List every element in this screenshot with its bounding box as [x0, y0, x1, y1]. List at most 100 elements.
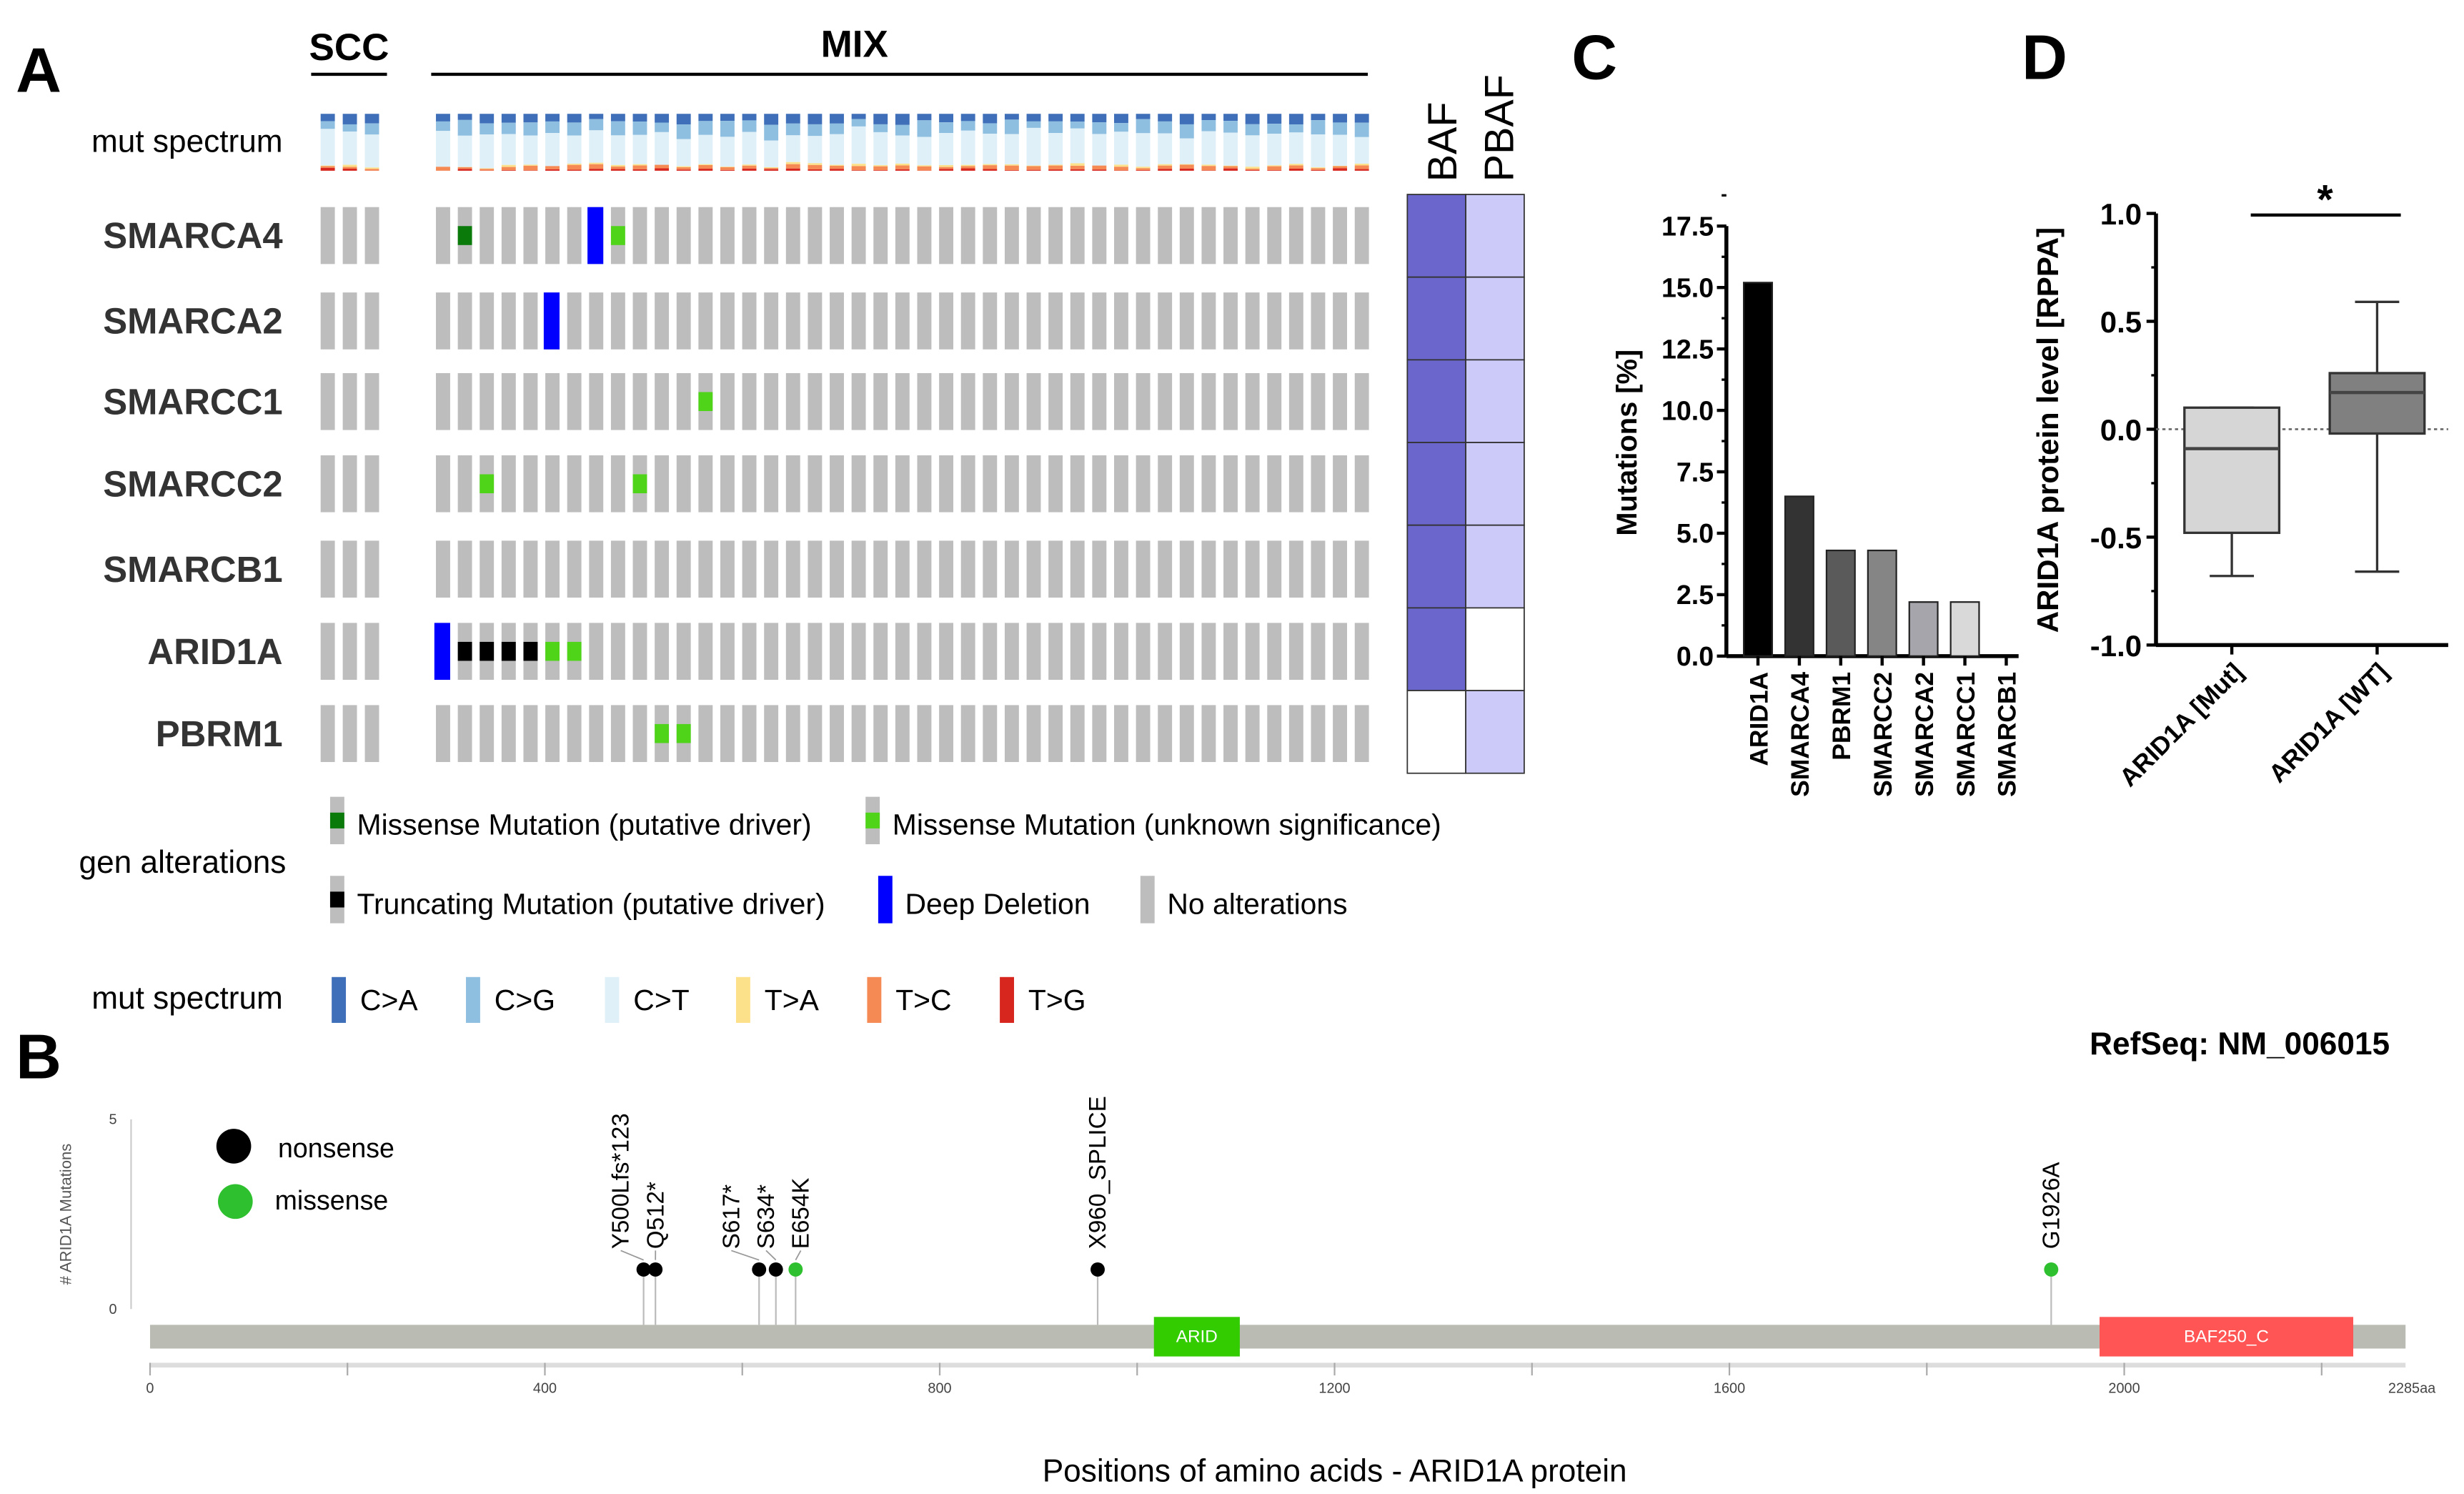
spectrum-segment [1179, 124, 1194, 139]
spectrum-segment [1201, 131, 1216, 165]
mut-spectrum-row-label: mut spectrum [91, 124, 283, 159]
spectrum-segment [742, 132, 757, 165]
sample-cell [1267, 705, 1282, 763]
sample-cell [676, 292, 691, 350]
spectrum-segment [983, 134, 998, 164]
spectrum-segment [917, 137, 932, 166]
truncating-mark [523, 641, 538, 661]
spectrum-segment [523, 135, 538, 165]
sample-cell [1136, 292, 1151, 350]
sample-cell [1179, 207, 1194, 264]
sample-cell [1004, 623, 1019, 681]
sample-cell [808, 455, 823, 513]
spectrum-segment [610, 114, 625, 122]
spectrum-segment [342, 124, 357, 132]
bar [1743, 282, 1774, 657]
sample-cell [364, 455, 379, 513]
sample-cell [808, 705, 823, 763]
truncating-mark [480, 641, 495, 661]
spectrum-segment [895, 124, 910, 136]
sample-cell [1048, 705, 1063, 763]
spectrum-segment [764, 140, 779, 167]
sample-cell [1354, 705, 1369, 763]
sample-cell [1179, 705, 1194, 763]
legend-swatch-mark [329, 891, 344, 908]
sample-cell [676, 372, 691, 430]
sample-cell [1136, 705, 1151, 763]
sample-cell [567, 292, 582, 350]
sample-cell [589, 455, 604, 513]
spectrum-segment [1004, 114, 1019, 120]
sample-cell [567, 372, 582, 430]
spectrum-segment [1070, 165, 1085, 169]
spectrum-segment [917, 166, 932, 171]
sample-cell [1267, 207, 1282, 264]
spectrum-segment [1267, 124, 1282, 134]
spectrum-segment [698, 121, 713, 135]
sample-cell [808, 372, 823, 430]
sample-cell [1354, 372, 1369, 430]
spectrum-segment [320, 165, 335, 167]
mutation-label: S634* [753, 1184, 780, 1249]
sample-cell [1245, 207, 1260, 264]
spectrum-segment [589, 119, 604, 131]
sample-cell [457, 705, 472, 763]
lollipop-head-missense [788, 1262, 803, 1277]
sample-cell [698, 540, 713, 598]
sample-cell [895, 292, 910, 350]
spectrum-segment [720, 121, 735, 137]
spectrum-segment [939, 169, 954, 171]
sample-cell [939, 705, 954, 763]
label-leader-line [620, 1250, 644, 1261]
spectrum-segment [610, 121, 625, 136]
sample-cell [1114, 705, 1128, 763]
sample-cell [851, 623, 866, 681]
spectrum-segment [501, 164, 516, 167]
y-tick-label: 0.5 [2100, 305, 2142, 339]
sample-cell [1311, 540, 1326, 598]
legend-swatch [878, 876, 893, 924]
spectrum-segment [983, 123, 998, 134]
sample-cell [364, 372, 379, 430]
mut-spectrum-track [320, 114, 1369, 171]
spectrum-segment [320, 129, 335, 166]
spectrum-segment [523, 122, 538, 136]
sample-cell [1114, 455, 1128, 513]
sample-cell [1070, 372, 1085, 430]
spectrum-segment [1070, 169, 1085, 171]
panel-label-c: C [1571, 22, 1617, 93]
sample-cell [567, 705, 582, 763]
sample-cell [1048, 207, 1063, 264]
sample-cell [523, 372, 538, 430]
spectrum-segment [1179, 164, 1194, 165]
sample-cell [808, 292, 823, 350]
spectrum-segment [342, 164, 357, 167]
spectrum-segment [364, 169, 379, 171]
spectrum-segment [610, 169, 625, 171]
alteration-legend: Missense Mutation (putative driver) Misse… [329, 796, 1441, 924]
spectrum-segment [698, 134, 713, 164]
spectrum-segment [785, 162, 800, 164]
x-tick-label: SMARCA2 [1911, 672, 1939, 797]
spectrum-segment [1136, 119, 1151, 134]
spectrum-segment [720, 167, 735, 170]
sample-cell [610, 292, 625, 350]
sample-cell [1311, 705, 1326, 763]
sample-cell [1136, 455, 1151, 513]
sample-cell [1245, 540, 1260, 598]
sample-cell [983, 292, 998, 350]
spectrum-segment [764, 167, 779, 169]
sample-cell [895, 455, 910, 513]
sample-cell [1158, 623, 1173, 681]
sample-cell [1201, 207, 1216, 264]
sample-cell [632, 623, 647, 681]
sample-cell [1136, 207, 1151, 264]
spectrum-segment [1026, 169, 1041, 171]
x-tick-label: 2000 [2108, 1380, 2140, 1396]
spectrum-segment [457, 135, 472, 167]
spectrum-segment [785, 135, 800, 162]
spectrum-segment [851, 114, 866, 119]
x-tick-label: 1200 [1318, 1380, 1350, 1396]
truncating-mark [501, 641, 516, 661]
spectrum-segment [501, 114, 516, 123]
